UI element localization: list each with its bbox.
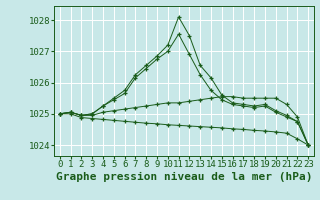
X-axis label: Graphe pression niveau de la mer (hPa): Graphe pression niveau de la mer (hPa) (56, 172, 312, 182)
